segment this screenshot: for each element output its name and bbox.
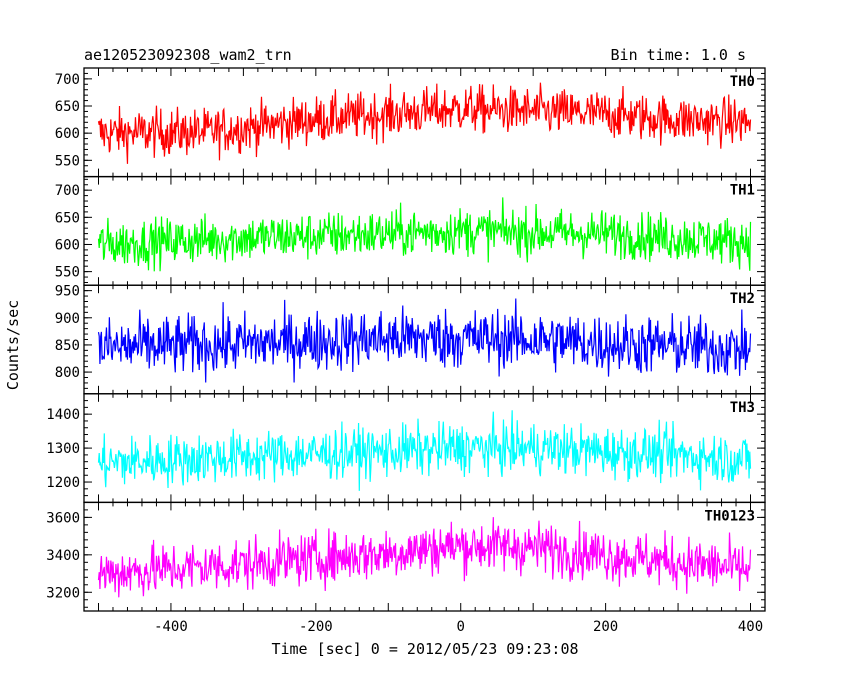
series-line-th1 [97, 197, 752, 272]
y-tick-label: 550 [55, 265, 80, 281]
panel-th3: 1200 1300 1400 TH3 [46, 393, 766, 504]
panel-label: TH3 [730, 400, 755, 416]
chart-title: ae120523092308_wam2_trn [84, 46, 292, 64]
y-tick-label: 700 [55, 183, 80, 199]
x-tick-label: -400 [154, 619, 188, 635]
series-line-th0123 [97, 517, 752, 598]
panel-label: TH1 [730, 183, 755, 199]
y-tick-label: 800 [55, 365, 80, 381]
panel-th0: 550 600 650 700 TH0 [55, 67, 766, 178]
panel-th2: 800 850 900 950 TH2 [55, 284, 766, 395]
series-line-th0 [97, 82, 752, 164]
panel-th1: 550 600 650 700 TH1 [55, 175, 766, 286]
y-tick-label: 1400 [46, 407, 80, 423]
y-tick-label: 3600 [46, 510, 80, 526]
bin-time-label: Bin time: 1.0 s [611, 46, 746, 64]
x-tick-label: 200 [593, 619, 618, 635]
x-tick-label: 0 [457, 619, 465, 635]
series-line-th3 [97, 410, 752, 491]
y-tick-label: 650 [55, 210, 80, 226]
panel-label: TH0 [730, 74, 755, 90]
x-tick-label: 400 [738, 619, 763, 635]
y-tick-label: 3200 [46, 585, 80, 601]
x-axis-label: Time [sec] 0 = 2012/05/23 09:23:08 [271, 640, 578, 658]
panel-frame [83, 501, 766, 612]
panel-label: TH2 [730, 291, 755, 307]
panel-label: TH0123 [704, 508, 755, 524]
y-tick-label: 600 [55, 126, 80, 142]
y-tick-label: 650 [55, 99, 80, 115]
y-tick-label: 900 [55, 311, 80, 327]
series-line-th2 [97, 298, 752, 383]
y-axis-label: Counts/sec [4, 300, 22, 390]
y-tick-label: 850 [55, 338, 80, 354]
y-tick-label: 550 [55, 153, 80, 169]
y-tick-label: 950 [55, 284, 80, 300]
y-tick-label: 600 [55, 237, 80, 253]
panel-th0123: 3200 3400 3600 TH0123 [46, 501, 766, 612]
y-tick-label: 1300 [46, 441, 80, 457]
y-tick-label: 1200 [46, 475, 80, 491]
x-tick-label: -200 [299, 619, 333, 635]
panels-group: 550 600 650 700 TH0 550 600 650 700 TH1 800 850 900 9… [46, 67, 766, 635]
y-tick-label: 3400 [46, 548, 80, 564]
y-tick-label: 700 [55, 72, 80, 88]
